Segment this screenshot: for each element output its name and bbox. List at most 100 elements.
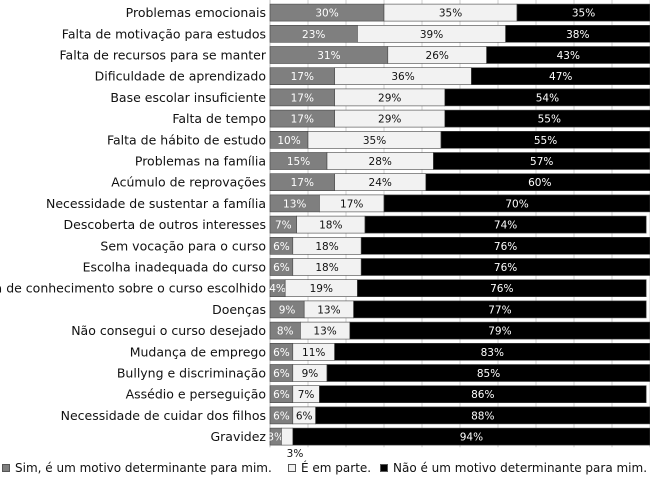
data-label-doencas-s0: 9%	[279, 304, 296, 316]
category-label-falta-de-conhecimento-sobre-o-curso-escolhido: Falta de conhecimento sobre o curso esco…	[0, 281, 266, 296]
data-label-mudanca-de-emprego-s2: 83%	[481, 347, 504, 359]
data-label-descoberta-de-outros-interesses-s1: 18%	[319, 220, 342, 232]
bar-segment-assedio-e-perseguicao-s2	[319, 385, 647, 404]
category-label-doencas: Doenças	[212, 302, 266, 317]
data-label-escolha-inadequada-do-curso-s1: 18%	[315, 262, 338, 274]
category-label-descoberta-de-outros-interesses: Descoberta de outros interesses	[64, 217, 266, 232]
legend-item-nao: Não é um motivo determinante para mim.	[380, 461, 647, 475]
legend-item-em-parte: É em parte.	[288, 461, 371, 475]
data-label-sem-vocacao-para-o-curso-s2: 76%	[494, 241, 517, 253]
data-label-falta-de-conhecimento-sobre-o-curso-escolhido-s2: 76%	[490, 283, 513, 295]
category-label-sem-vocacao-para-o-curso: Sem vocação para o curso	[100, 238, 266, 253]
data-label-bullyng-e-discriminacao-s1: 9%	[302, 368, 319, 380]
data-label-doencas-s2: 77%	[488, 304, 511, 316]
bar-segment-gravidez-s2	[292, 427, 650, 446]
data-label-escolha-inadequada-do-curso-s2: 76%	[494, 262, 517, 274]
data-label-falta-de-tempo-s1: 29%	[378, 114, 401, 126]
legend-swatch-em-parte	[288, 464, 296, 472]
data-label-falta-de-tempo-s2: 55%	[538, 114, 561, 126]
bar-segment-falta-de-tempo-s2	[444, 109, 650, 128]
data-label-gravidez-s1: 3%	[287, 448, 304, 460]
data-label-problemas-na-familia-s1: 28%	[369, 156, 392, 168]
data-label-falta-de-conhecimento-sobre-o-curso-escolhido-s0: 4%	[269, 283, 286, 295]
data-label-base-escolar-insuficiente-s2: 54%	[536, 92, 559, 104]
bar-segment-dificuldade-de-aprendizado-s2	[471, 67, 650, 85]
category-label-necessidade-de-cuidar-dos-filhos: Necessidade de cuidar dos filhos	[61, 408, 266, 423]
bar-segment-descoberta-de-outros-interesses-s2	[364, 215, 647, 234]
data-label-escolha-inadequada-do-curso-s0: 6%	[273, 262, 290, 274]
data-label-bullyng-e-discriminacao-s0: 6%	[273, 368, 290, 380]
data-label-falta-de-recursos-para-se-manter-s2: 43%	[557, 50, 580, 62]
data-label-acumulo-de-reprovacoes-s2: 60%	[528, 177, 551, 189]
category-label-bullyng-e-discriminacao: Bullyng e discriminação	[117, 366, 266, 381]
data-label-problemas-na-familia-s2: 57%	[530, 156, 553, 168]
bar-segment-bullyng-e-discriminacao-s2	[326, 364, 650, 382]
data-label-falta-de-motivacao-para-estudos-s2: 38%	[566, 29, 589, 41]
data-label-gravidez-s2: 94%	[460, 432, 483, 444]
data-label-descoberta-de-outros-interesses-s0: 7%	[275, 220, 292, 232]
data-label-falta-de-conhecimento-sobre-o-curso-escolhido-s1: 19%	[310, 283, 333, 295]
data-label-necessidade-de-sustentar-a-familia-s1: 17%	[340, 198, 363, 210]
data-label-assedio-e-perseguicao-s1: 7%	[298, 389, 315, 401]
data-label-mudanca-de-emprego-s0: 6%	[273, 347, 290, 359]
data-label-mudanca-de-emprego-s1: 11%	[302, 347, 325, 359]
data-label-falta-de-tempo-s0: 17%	[291, 114, 314, 126]
data-label-problemas-na-familia-s0: 15%	[287, 156, 310, 168]
legend: Sim, é um motivo determinante para mim. …	[0, 461, 650, 479]
legend-label-sim: Sim, é um motivo determinante para mim.	[15, 461, 272, 475]
category-label-mudanca-de-emprego: Mudança de emprego	[130, 344, 266, 359]
data-label-nao-consegui-o-curso-desejado-s0: 8%	[277, 326, 294, 338]
legend-item-sim: Sim, é um motivo determinante para mim.	[2, 461, 272, 475]
data-label-sem-vocacao-para-o-curso-s0: 6%	[273, 241, 290, 253]
data-label-dificuldade-de-aprendizado-s2: 47%	[549, 71, 572, 83]
category-label-gravidez: Gravidez	[210, 429, 266, 444]
bar-segment-problemas-emocionais-s2	[516, 3, 650, 22]
data-label-nao-consegui-o-curso-desejado-s2: 79%	[488, 326, 511, 338]
category-label-base-escolar-insuficiente: Base escolar insuficiente	[110, 90, 266, 105]
stacked-bar-chart: Problemas emocionais 30% 35% 35% Falta de mo…	[0, 0, 650, 460]
data-label-falta-de-habito-de-estudo-s2: 55%	[534, 135, 557, 147]
bar-segment-falta-de-conhecimento-sobre-o-curso-escolhido-s2	[357, 279, 647, 298]
bar-segment-falta-de-habito-de-estudo-s2	[440, 131, 650, 149]
bar-segment-escolha-inadequada-do-curso-s2	[360, 258, 650, 276]
category-label-escolha-inadequada-do-curso: Escolha inadequada do curso	[83, 260, 266, 275]
data-label-assedio-e-perseguicao-s0: 6%	[273, 389, 290, 401]
category-label-dificuldade-de-aprendizado: Dificuldade de aprendizado	[95, 69, 266, 84]
data-label-acumulo-de-reprovacoes-s0: 17%	[291, 177, 314, 189]
legend-swatch-nao	[380, 464, 388, 472]
category-label-falta-de-tempo: Falta de tempo	[172, 111, 266, 126]
legend-label-nao: Não é um motivo determinante para mim.	[393, 461, 648, 475]
bar-segment-necessidade-de-cuidar-dos-filhos-s2	[315, 406, 650, 425]
legend-label-em-parte: É em parte.	[301, 461, 372, 475]
bar-segment-sem-vocacao-para-o-curso-s2	[360, 237, 650, 255]
data-label-falta-de-recursos-para-se-manter-s0: 31%	[317, 50, 340, 62]
data-label-falta-de-recursos-para-se-manter-s1: 26%	[426, 50, 449, 62]
data-label-dificuldade-de-aprendizado-s0: 17%	[291, 71, 314, 83]
bar-segment-falta-de-recursos-para-se-manter-s2	[486, 46, 650, 64]
data-label-nao-consegui-o-curso-desejado-s1: 13%	[313, 326, 336, 338]
data-label-gravidez-s0: 3%	[267, 432, 284, 444]
bar-segment-doencas-s2	[353, 300, 647, 319]
bar-segment-gravidez-s1	[281, 427, 294, 446]
category-label-falta-de-recursos-para-se-manter: Falta de recursos para se manter	[60, 48, 267, 63]
data-label-dificuldade-de-aprendizado-s1: 36%	[391, 71, 414, 83]
data-label-necessidade-de-cuidar-dos-filhos-s0: 6%	[273, 410, 290, 422]
bar-segment-falta-de-motivacao-para-estudos-s2	[505, 24, 650, 43]
data-label-necessidade-de-cuidar-dos-filhos-s2: 88%	[471, 410, 494, 422]
legend-swatch-sim	[2, 464, 10, 472]
data-label-sem-vocacao-para-o-curso-s1: 18%	[315, 241, 338, 253]
data-label-doencas-s1: 13%	[317, 304, 340, 316]
data-label-necessidade-de-sustentar-a-familia-s2: 70%	[505, 198, 528, 210]
data-label-assedio-e-perseguicao-s2: 86%	[471, 389, 494, 401]
bar-segment-acumulo-de-reprovacoes-s2	[425, 173, 650, 191]
bar-segment-nao-consegui-o-curso-desejado-s2	[349, 321, 650, 340]
category-label-necessidade-de-sustentar-a-familia: Necessidade de sustentar a família	[46, 196, 266, 211]
data-label-base-escolar-insuficiente-s0: 17%	[291, 92, 314, 104]
bar-segment-necessidade-de-sustentar-a-familia-s2	[383, 194, 650, 213]
data-label-problemas-emocionais-s1: 35%	[439, 8, 462, 20]
data-label-base-escolar-insuficiente-s1: 29%	[378, 92, 401, 104]
data-label-necessidade-de-sustentar-a-familia-s0: 13%	[283, 198, 306, 210]
data-label-descoberta-de-outros-interesses-s2: 74%	[494, 220, 517, 232]
data-label-necessidade-de-cuidar-dos-filhos-s1: 6%	[296, 410, 313, 422]
data-label-falta-de-motivacao-para-estudos-s0: 23%	[302, 29, 325, 41]
